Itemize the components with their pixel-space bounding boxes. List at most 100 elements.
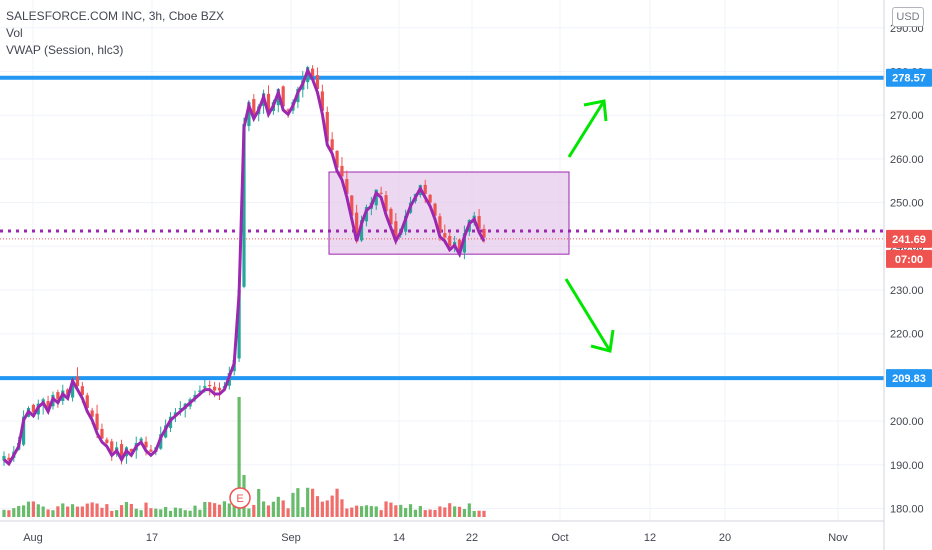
volume-bar	[41, 506, 45, 517]
candle-body	[335, 150, 339, 168]
volume-bar	[51, 510, 55, 517]
candle-body	[428, 194, 432, 203]
candle-body	[448, 235, 452, 247]
volume-bar	[291, 492, 295, 517]
volume-bar	[399, 504, 403, 517]
candle-body	[315, 75, 320, 89]
volume-indicator-label[interactable]: Vol	[6, 26, 23, 40]
candle-body	[477, 216, 481, 229]
volume-bar	[105, 504, 109, 517]
candle-body	[359, 220, 364, 241]
volume-bar	[154, 508, 158, 517]
volume-bar	[115, 510, 119, 517]
volume-bar	[188, 510, 192, 517]
volume-bar	[159, 509, 163, 517]
currency-button[interactable]: USD	[892, 7, 924, 27]
vwap-line	[3, 67, 486, 467]
price-tick-label: 200.00	[890, 416, 924, 428]
price-tag-label: 278.57	[892, 73, 926, 85]
arrow-down-shaft	[564, 278, 612, 352]
price-tick-label: 190.00	[890, 460, 924, 472]
volume-bar	[345, 508, 349, 517]
volume-bar	[389, 502, 393, 517]
price-tag-label: 07:00	[895, 254, 923, 266]
volume-bar	[208, 502, 212, 517]
price-tick-label: 250.00	[890, 198, 924, 210]
volume-bar	[129, 503, 133, 517]
arrow-up-shaft	[567, 100, 606, 158]
candle-body	[208, 384, 212, 387]
volume-bar	[369, 506, 373, 517]
volume-bar	[173, 507, 178, 517]
price-tag-box	[886, 369, 932, 388]
candle-body	[139, 438, 143, 441]
candle-body	[242, 123, 246, 287]
volume-bar	[310, 488, 315, 517]
time-axis[interactable]: Aug 17 Sep 14 22 Oct 12 20 Nov	[23, 532, 848, 544]
volume-bar	[340, 499, 344, 517]
candle-body	[266, 93, 271, 111]
candle-body	[237, 290, 241, 359]
candle-body	[247, 102, 251, 127]
volume-bar	[257, 489, 261, 517]
symbol-title[interactable]: SALESFORCE.COM INC, 3h, Cboe BZX	[6, 9, 225, 23]
volume-bar	[198, 509, 202, 517]
trend-arrows	[564, 99, 615, 353]
price-tick-label: 220.00	[890, 329, 924, 341]
volume-bar	[335, 488, 339, 517]
volume-bar	[61, 503, 65, 517]
volume-bar	[281, 500, 285, 517]
volume-bar	[144, 502, 148, 517]
candle-body	[70, 377, 75, 398]
arrow-down-head	[590, 329, 615, 353]
volume-bar	[31, 501, 35, 517]
candle-body	[389, 208, 393, 225]
candle-body	[203, 386, 207, 388]
candle-body	[213, 386, 217, 391]
chart-legend: SALESFORCE.COM INC, 3h, Cboe BZX Vol VWA…	[6, 8, 224, 59]
time-tick-label: Aug	[23, 532, 43, 544]
volume-bar	[17, 506, 21, 517]
earnings-circle	[229, 487, 251, 509]
candle-body	[2, 456, 6, 461]
volume-bar	[90, 502, 94, 517]
volume-bar	[315, 496, 320, 517]
volume-bar	[457, 506, 462, 517]
candle-body	[384, 195, 388, 212]
time-tick-label: 17	[146, 532, 158, 544]
volume-bar	[408, 504, 413, 517]
volume-bar	[193, 505, 197, 517]
volume-bar	[428, 509, 432, 517]
volume-bar	[355, 505, 359, 517]
candle-body	[173, 412, 178, 416]
time-tick-label: 20	[719, 532, 731, 544]
volume-bar	[100, 507, 104, 517]
candle-body	[119, 444, 124, 457]
candle-body	[7, 457, 11, 461]
volume-bar	[296, 488, 300, 517]
earnings-marker[interactable]: E	[229, 487, 251, 509]
vwap-indicator-label[interactable]: VWAP (Session, hlc3)	[6, 43, 124, 57]
candle-body	[198, 390, 202, 393]
volume-bar	[325, 500, 329, 517]
volume-bar	[252, 504, 256, 517]
candle-body	[310, 68, 315, 76]
candle-body	[355, 212, 359, 238]
candle-body	[433, 203, 437, 216]
candle-body	[281, 86, 285, 107]
volume-bar	[164, 506, 168, 517]
volume-bar	[80, 506, 84, 517]
candle-body	[31, 404, 35, 413]
arrow-up-head	[583, 99, 608, 122]
candle-body	[149, 449, 153, 452]
volume-bar	[286, 508, 290, 517]
price-axis[interactable]: 180.00190.00200.00210.00220.00230.00240.…	[890, 23, 924, 516]
volume-bar	[330, 495, 334, 517]
volume-bar	[418, 506, 422, 517]
candle-body	[286, 109, 290, 111]
volume-bar	[124, 502, 129, 517]
volume-bar	[443, 507, 447, 517]
price-tags: 278.57 209.83 241.69 07:00	[886, 68, 932, 388]
time-tick-label: 22	[466, 532, 478, 544]
